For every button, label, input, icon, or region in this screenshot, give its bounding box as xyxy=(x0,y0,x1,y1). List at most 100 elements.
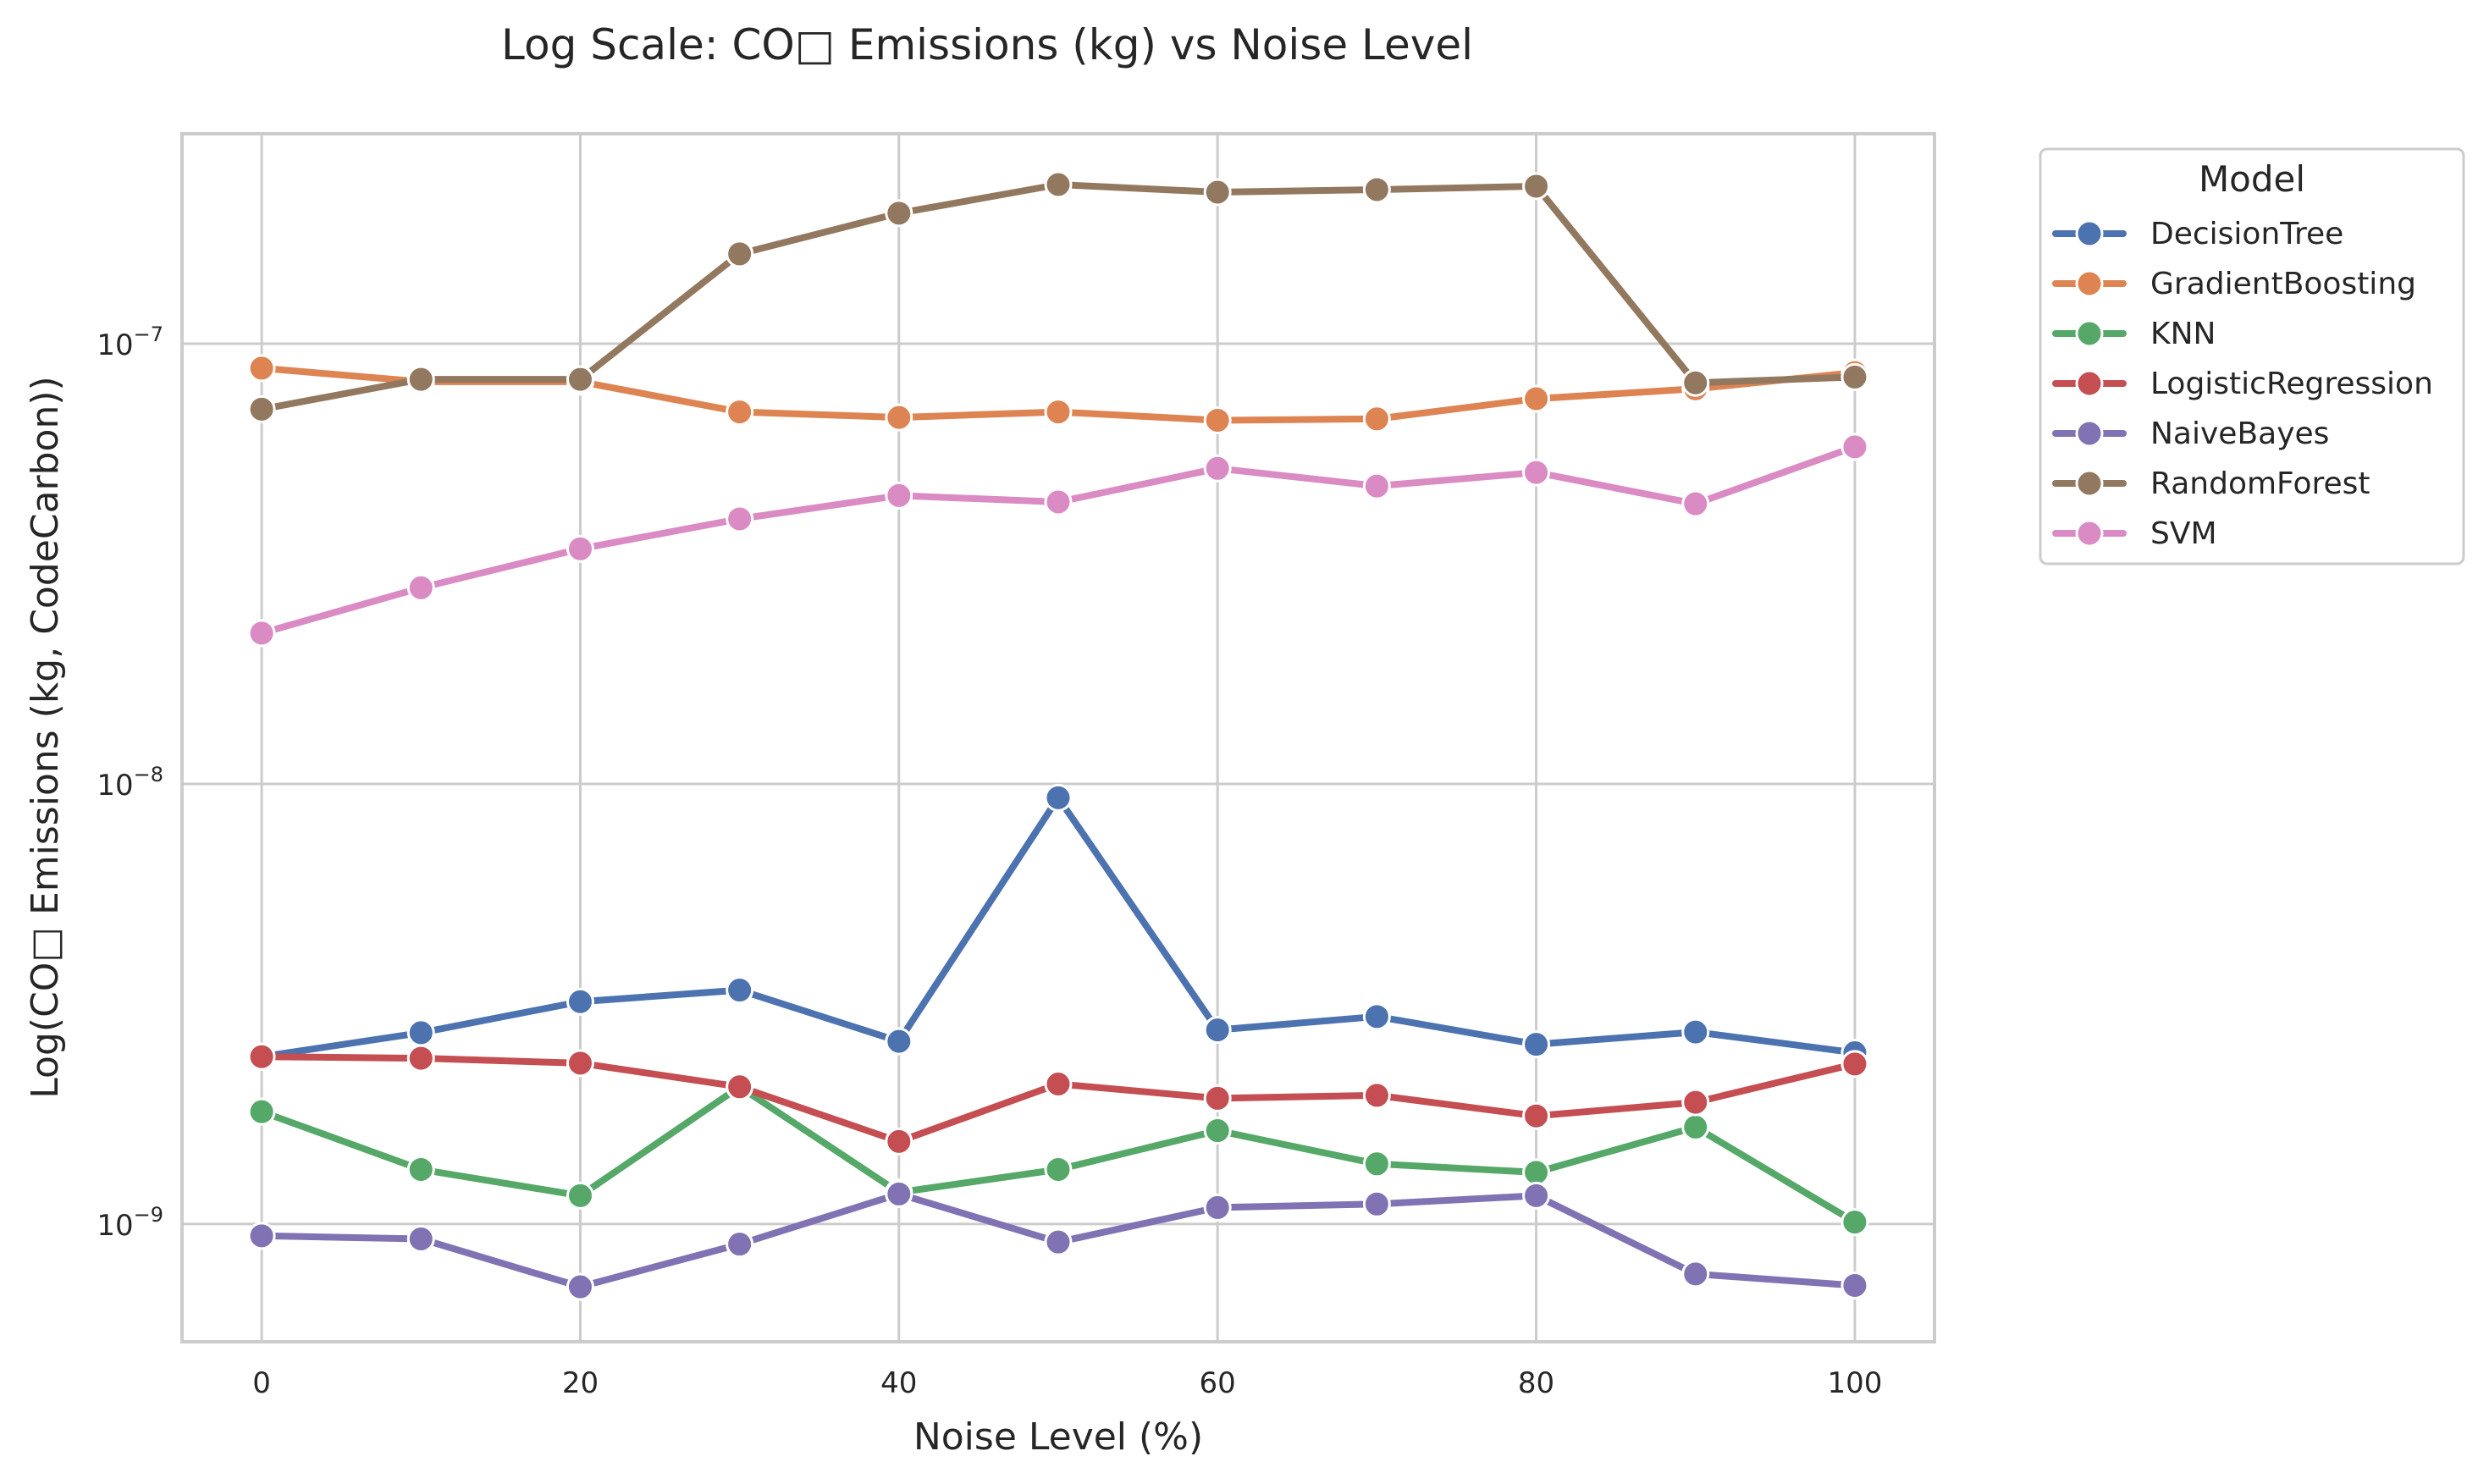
data-point xyxy=(1841,433,1869,461)
data-point xyxy=(1362,405,1391,433)
legend-entry: KNN xyxy=(2052,317,2216,351)
y-axis: 10−9 10−8 10−7 xyxy=(97,323,163,1243)
data-point xyxy=(1203,1016,1232,1045)
data-point xyxy=(1522,1030,1551,1059)
data-point xyxy=(726,240,754,268)
legend-label: GradientBoosting xyxy=(2150,267,2416,301)
data-point xyxy=(1044,1155,1073,1183)
data-point xyxy=(1522,1101,1551,1130)
data-point xyxy=(726,398,754,427)
data-point xyxy=(885,1179,913,1208)
data-point xyxy=(406,573,435,602)
data-point xyxy=(406,1224,435,1253)
data-point xyxy=(247,354,276,383)
data-point xyxy=(247,394,276,423)
plot-frame xyxy=(180,132,1936,1343)
series-DecisionTree xyxy=(247,783,1869,1071)
grid xyxy=(182,134,1934,1342)
legend-entry: GradientBoosting xyxy=(2052,267,2416,301)
x-tick-label: 40 xyxy=(880,1366,917,1400)
data-point xyxy=(885,481,913,510)
data-point xyxy=(726,505,754,533)
data-point xyxy=(247,1042,276,1071)
data-point xyxy=(566,987,594,1016)
data-point xyxy=(1203,405,1232,434)
data-point xyxy=(1044,170,1073,199)
series-NaiveBayes xyxy=(247,1179,1869,1301)
data-point xyxy=(885,1027,913,1056)
legend-marker xyxy=(2075,369,2104,398)
legend-entry: RandomForest xyxy=(2052,466,2370,501)
data-point xyxy=(406,1018,435,1047)
data-point xyxy=(1522,458,1551,487)
legend-marker xyxy=(2075,319,2104,348)
data-point xyxy=(406,1155,435,1183)
data-point xyxy=(885,199,913,228)
data-point xyxy=(1841,1271,1869,1299)
data-point xyxy=(1681,1018,1710,1046)
legend-label: RandomForest xyxy=(2150,466,2370,501)
data-point xyxy=(1681,1260,1710,1288)
data-point xyxy=(1362,175,1391,204)
x-tick-label: 60 xyxy=(1200,1366,1236,1400)
series-RandomForest xyxy=(247,170,1869,423)
legend-label: NaiveBayes xyxy=(2150,417,2329,451)
data-point xyxy=(1681,368,1710,397)
legend-marker xyxy=(2075,469,2104,498)
y-tick-label: 10−7 xyxy=(97,323,163,362)
data-point xyxy=(1362,1189,1391,1218)
legend-marker xyxy=(2075,419,2104,448)
data-point xyxy=(566,365,594,394)
data-point xyxy=(1203,454,1232,483)
legend-label: KNN xyxy=(2150,317,2216,351)
data-point xyxy=(1522,1181,1551,1210)
data-point xyxy=(1522,384,1551,413)
data-point xyxy=(1203,1084,1232,1112)
x-tick-label: 0 xyxy=(252,1366,271,1400)
data-point xyxy=(247,1097,276,1126)
data-point xyxy=(1362,472,1391,500)
data-point xyxy=(1044,1227,1073,1256)
legend-marker xyxy=(2075,269,2104,298)
data-point xyxy=(726,1230,754,1259)
data-point xyxy=(726,976,754,1005)
data-point xyxy=(1044,783,1073,812)
x-tick-label: 20 xyxy=(562,1366,599,1400)
data-point xyxy=(1841,362,1869,391)
data-point xyxy=(1681,1088,1710,1117)
data-point xyxy=(1681,489,1710,518)
legend-box xyxy=(2039,147,2465,565)
legend-label: DecisionTree xyxy=(2150,217,2343,251)
legend-entry: DecisionTree xyxy=(2052,217,2343,251)
data-point xyxy=(1044,488,1073,516)
x-tick-label: 80 xyxy=(1518,1366,1554,1400)
y-axis-title: Log(CO□ Emissions (kg, CodeCarbon)) xyxy=(24,376,67,1098)
legend-marker xyxy=(2075,219,2104,248)
data-point xyxy=(566,1049,594,1078)
data-point xyxy=(1044,1070,1073,1099)
data-point xyxy=(406,1044,435,1073)
data-point xyxy=(247,619,276,648)
data-point xyxy=(1203,178,1232,207)
x-axis-title: Noise Level (%) xyxy=(913,1415,1203,1459)
data-point xyxy=(1841,1050,1869,1079)
legend-marker xyxy=(2075,519,2104,548)
series-LogisticRegression xyxy=(247,1042,1869,1156)
legend-title: Model xyxy=(2199,158,2305,200)
data-point xyxy=(1362,1081,1391,1110)
data-point xyxy=(1841,1208,1869,1237)
x-tick-label: 100 xyxy=(1827,1366,1882,1400)
chart-title: Log Scale: CO□ Emissions (kg) vs Noise L… xyxy=(501,20,1473,69)
data-point xyxy=(566,534,594,563)
data-point xyxy=(885,1127,913,1156)
data-point xyxy=(726,1073,754,1101)
legend-entry: SVM xyxy=(2052,516,2217,551)
legend-entry: NaiveBayes xyxy=(2052,417,2329,451)
data-point xyxy=(1044,398,1073,427)
legend: Model DecisionTree GradientBoosting KNN Log… xyxy=(2039,147,2465,565)
data-point xyxy=(1362,1002,1391,1031)
legend-entry: LogisticRegression xyxy=(2052,367,2433,401)
y-tick-label: 10−9 xyxy=(97,1203,163,1243)
legend-label: LogisticRegression xyxy=(2150,367,2433,401)
